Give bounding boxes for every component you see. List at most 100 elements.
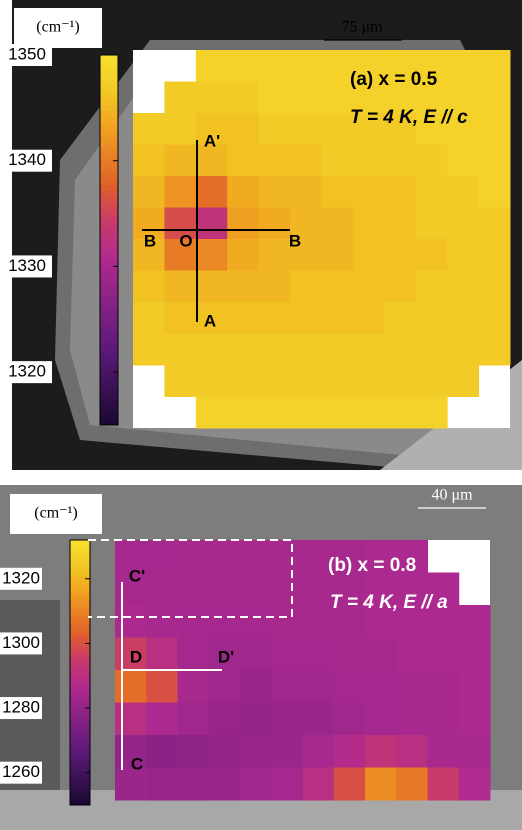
colorbar-segment <box>70 664 90 669</box>
map-cell <box>271 638 303 671</box>
colorbar-segment <box>70 602 90 607</box>
map-cell <box>115 670 147 703</box>
map-cell <box>416 145 448 177</box>
map-cell <box>178 540 210 573</box>
colorbar-segment <box>70 699 90 704</box>
marker-label: C' <box>129 566 145 585</box>
colorbar-segment <box>100 246 118 253</box>
map-cell <box>428 703 460 736</box>
colorbar-segment <box>70 739 90 744</box>
map-cell <box>227 50 259 82</box>
colorbar-tick-label: 1300 <box>2 633 40 652</box>
colorbar-segment <box>100 191 118 198</box>
colorbar-segment <box>70 615 90 620</box>
colorbar-segment <box>70 779 90 784</box>
map-cell <box>322 145 354 177</box>
map-cell <box>133 271 165 303</box>
map-cell <box>227 145 259 177</box>
map-cell <box>353 365 385 397</box>
colorbar-segment <box>100 98 118 105</box>
map-cell <box>240 703 272 736</box>
colorbar-segment <box>70 752 90 757</box>
map-cell <box>290 271 322 303</box>
colorbar-segment <box>100 67 118 74</box>
marker-label: B <box>144 231 156 250</box>
colorbar-segment <box>70 765 90 770</box>
map-cell <box>164 334 196 366</box>
map-cell <box>259 239 291 271</box>
map-cell <box>227 176 259 208</box>
map-cell <box>447 271 479 303</box>
map-cell <box>146 768 178 801</box>
map-cell <box>209 573 241 606</box>
colorbar-segment <box>70 695 90 700</box>
colorbar-segment <box>100 104 118 111</box>
map-cell <box>384 397 416 429</box>
colorbar-segment <box>100 283 118 290</box>
map-cell <box>146 735 178 768</box>
colorbar-segment <box>100 240 118 247</box>
map-cell <box>259 397 291 429</box>
map-cell <box>227 334 259 366</box>
colorbar-segment <box>100 234 118 241</box>
map-cell <box>259 365 291 397</box>
map-cell <box>447 302 479 334</box>
map-cell <box>303 768 335 801</box>
map-cell <box>384 208 416 240</box>
map-cell <box>459 703 491 736</box>
map-cell <box>290 176 322 208</box>
map-cell <box>196 271 228 303</box>
map-cell <box>271 703 303 736</box>
colorbar-segment <box>70 655 90 660</box>
map-cell <box>146 540 178 573</box>
map-cell <box>322 113 354 145</box>
colorbar-segment <box>100 185 118 192</box>
map-cell <box>133 302 165 334</box>
map-cell <box>416 334 448 366</box>
colorbar-segment <box>100 129 118 136</box>
map-cell <box>353 145 385 177</box>
colorbar-segment <box>100 86 118 93</box>
map-cell <box>322 302 354 334</box>
map-cell <box>227 271 259 303</box>
colorbar-segment <box>70 628 90 633</box>
map-cell <box>209 768 241 801</box>
map-cell <box>459 735 491 768</box>
map-cell <box>384 176 416 208</box>
colorbar-segment <box>100 314 118 321</box>
map-cell <box>428 735 460 768</box>
map-cell <box>290 302 322 334</box>
map-cell <box>178 735 210 768</box>
colorbar-segment <box>100 178 118 185</box>
map-cell <box>178 638 210 671</box>
colorbar-tick-label: 1280 <box>2 698 40 717</box>
colorbar-segment <box>70 690 90 695</box>
map-cell <box>334 768 366 801</box>
colorbar-segment <box>70 650 90 655</box>
map-cell <box>290 334 322 366</box>
colorbar-segment <box>100 271 118 278</box>
map-cell <box>334 670 366 703</box>
map-cell <box>322 82 354 114</box>
map-cell <box>396 638 428 671</box>
map-cell <box>196 397 228 429</box>
map-cell <box>290 113 322 145</box>
map-cell <box>178 670 210 703</box>
colorbar-segment <box>100 296 118 303</box>
map-cell <box>146 703 178 736</box>
map-cell <box>447 208 479 240</box>
colorbar-segment <box>100 345 118 352</box>
map-cell <box>240 638 272 671</box>
map-cell <box>303 670 335 703</box>
colorbar-tick-label: 1340 <box>8 150 46 169</box>
colorbar-segment <box>70 549 90 554</box>
colorbar-segment <box>70 580 90 585</box>
map-cell <box>240 605 272 638</box>
map-cell <box>271 735 303 768</box>
panel-title: (a) x = 0.5 <box>350 69 438 90</box>
map-cell <box>479 208 511 240</box>
map-cell <box>384 334 416 366</box>
map-cell <box>209 540 241 573</box>
colorbar-segment <box>70 571 90 576</box>
colorbar-segment <box>70 721 90 726</box>
